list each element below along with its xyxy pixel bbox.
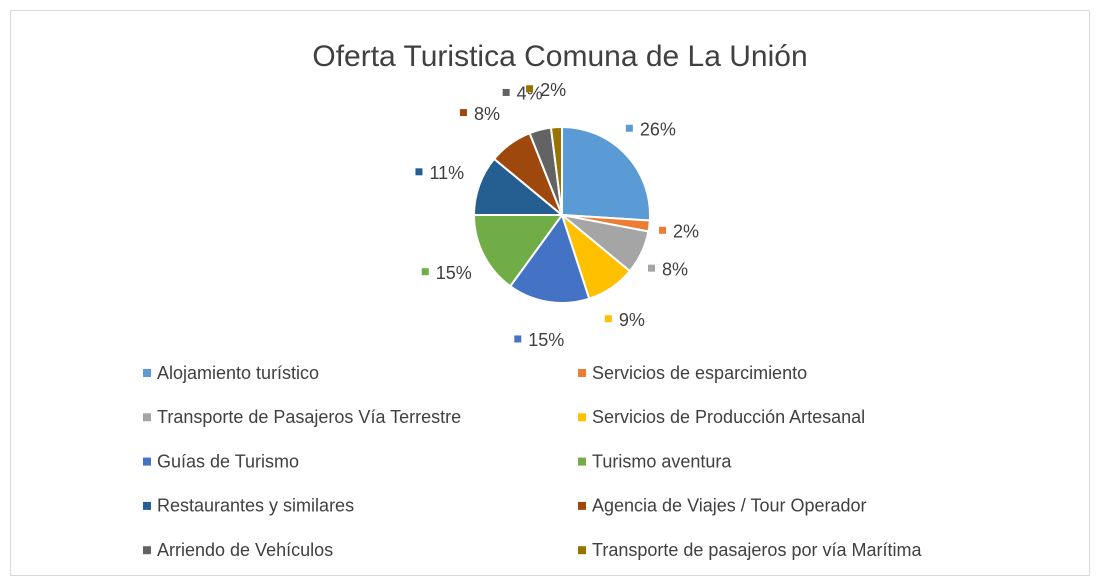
- data-label-swatch: [421, 268, 429, 276]
- data-label-swatch: [604, 315, 612, 323]
- legend-label: Transporte de Pasajeros Vía Terrestre: [157, 407, 461, 427]
- data-label: 2%: [540, 80, 566, 100]
- data-label: 9%: [619, 310, 645, 330]
- data-label: 4%: [517, 84, 543, 104]
- data-label: 15%: [436, 263, 472, 283]
- data-label-swatch: [514, 335, 522, 343]
- data-label: 11%: [429, 163, 464, 183]
- chart-title: Oferta Turistica Comuna de La Unión: [312, 40, 807, 73]
- data-label-swatch: [659, 226, 667, 234]
- legend-label: Agencia de Viajes / Tour Operador: [592, 496, 867, 516]
- legend-label: Arriendo de Vehículos: [157, 540, 333, 560]
- legend-swatch: [143, 546, 151, 555]
- legend-swatch: [143, 369, 151, 377]
- data-label-swatch: [526, 85, 534, 93]
- pie-slice: [561, 125, 651, 222]
- legend-swatch: [143, 457, 151, 466]
- legend-label: Servicios de Producción Artesanal: [592, 407, 865, 427]
- legend-swatch: [578, 501, 586, 510]
- legend-label: Restaurantes y similares: [157, 496, 354, 516]
- legend-label: Transporte de pasajeros por vía Marítima: [592, 540, 922, 560]
- data-label-swatch: [625, 124, 633, 132]
- legend-label: Servicios de esparcimiento: [592, 363, 807, 383]
- legend-label: Guías de Turismo: [157, 451, 299, 471]
- legend-swatch: [578, 546, 586, 555]
- data-label: 15%: [528, 330, 564, 350]
- legend-label: Alojamiento turístico: [157, 363, 319, 383]
- data-label-swatch: [648, 264, 656, 272]
- data-label: 2%: [673, 222, 699, 242]
- legend-swatch: [143, 501, 151, 510]
- data-label: 8%: [662, 259, 688, 279]
- data-label-swatch: [459, 109, 467, 117]
- data-label-swatch: [502, 88, 510, 96]
- legend-swatch: [578, 457, 586, 466]
- pie-slice: [549, 125, 563, 216]
- pie-slice: [472, 214, 564, 288]
- pie-slice: [508, 212, 591, 304]
- legend-swatch: [143, 413, 151, 422]
- data-label-swatch: [415, 168, 423, 176]
- data-label: 26%: [640, 119, 676, 139]
- legend-swatch: [578, 369, 586, 377]
- legend-swatch: [578, 413, 586, 422]
- data-label: 8%: [474, 104, 500, 124]
- legend-label: Turismo aventura: [592, 451, 732, 471]
